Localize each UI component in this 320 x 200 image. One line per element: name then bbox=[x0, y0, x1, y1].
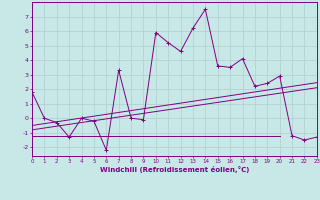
X-axis label: Windchill (Refroidissement éolien,°C): Windchill (Refroidissement éolien,°C) bbox=[100, 166, 249, 173]
